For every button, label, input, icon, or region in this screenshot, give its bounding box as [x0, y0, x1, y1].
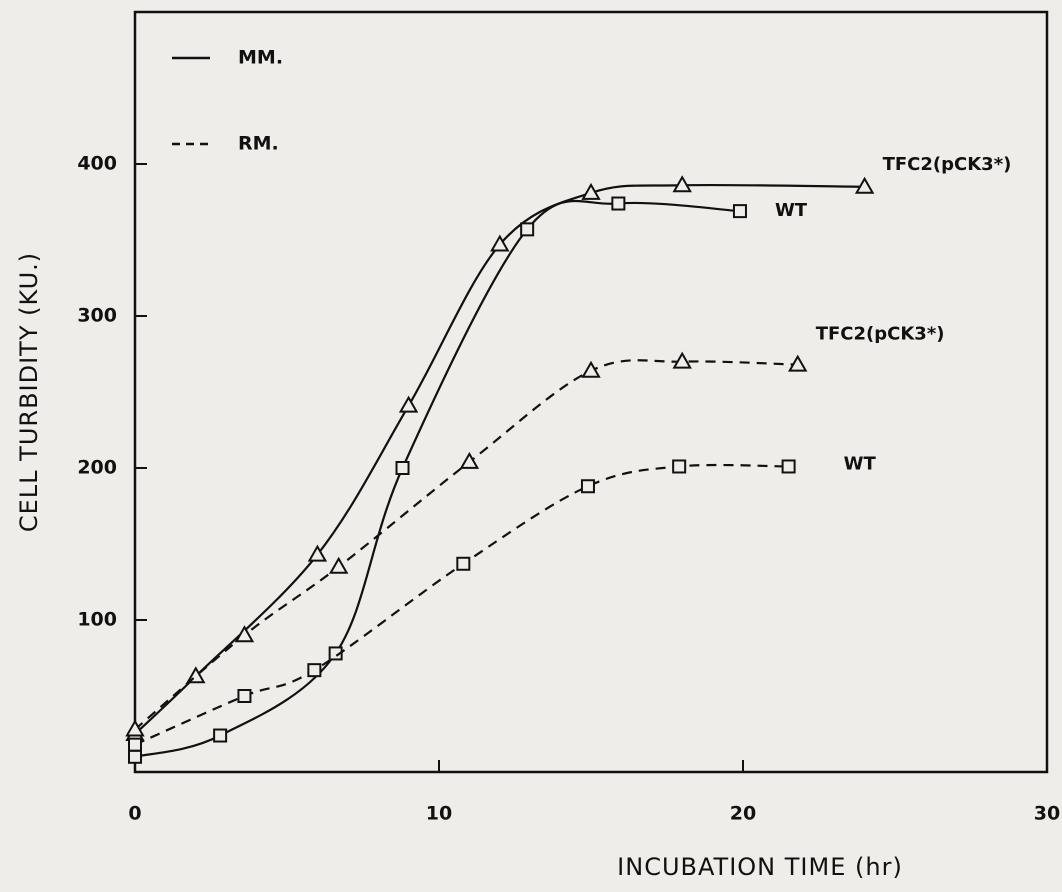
square-marker [307, 663, 322, 678]
square-marker [237, 689, 252, 703]
series-line [134, 199, 741, 758]
triangle-marker [672, 351, 692, 369]
square-marker [128, 737, 142, 752]
y-tick-label: 400 [77, 153, 117, 175]
x-axis-title: INCUBATION TIME (hr) [617, 853, 903, 881]
curve-label: WT [844, 453, 877, 474]
square-marker [395, 461, 410, 475]
series-line [134, 183, 865, 735]
triangle-marker [490, 234, 510, 252]
curve-label: TFC2(pCK3*) [883, 154, 1012, 175]
triangle-marker [125, 719, 145, 737]
y-tick-label: 100 [77, 609, 117, 631]
square-marker [213, 728, 228, 743]
legend-label: RM. [238, 133, 279, 155]
legend-label: MM. [238, 47, 283, 69]
curve-label: WT [775, 200, 808, 221]
triangle-marker [672, 175, 692, 193]
series-line [134, 359, 798, 731]
square-marker [128, 749, 142, 764]
triangle-marker [459, 451, 480, 469]
square-marker [520, 222, 535, 237]
square-marker [672, 459, 687, 474]
square-marker [456, 556, 471, 571]
square-marker [781, 459, 796, 474]
triangle-marker [581, 360, 601, 378]
triangle-marker [581, 182, 601, 200]
curve-label: TFC2(pCK3*) [816, 324, 945, 345]
square-marker [580, 479, 595, 494]
y-tick-label: 200 [77, 457, 117, 479]
triangle-marker [398, 395, 419, 413]
x-tick-label: 10 [426, 803, 452, 825]
square-marker [611, 196, 626, 211]
y-tick-label: 300 [77, 305, 117, 327]
triangle-marker [854, 176, 875, 194]
triangle-marker [234, 625, 255, 643]
x-tick-label: 20 [730, 803, 756, 825]
series-line [134, 463, 789, 746]
triangle-marker [307, 544, 328, 562]
x-tick-label: 0 [128, 803, 141, 825]
square-marker [328, 646, 343, 661]
y-axis-title: CELL TURBIDITY (KU.) [15, 252, 43, 532]
triangle-marker [787, 354, 808, 372]
x-tick-label: 30 [1034, 803, 1060, 825]
triangle-marker [328, 556, 349, 574]
plot-frame [133, 10, 1049, 774]
square-marker [732, 204, 747, 219]
